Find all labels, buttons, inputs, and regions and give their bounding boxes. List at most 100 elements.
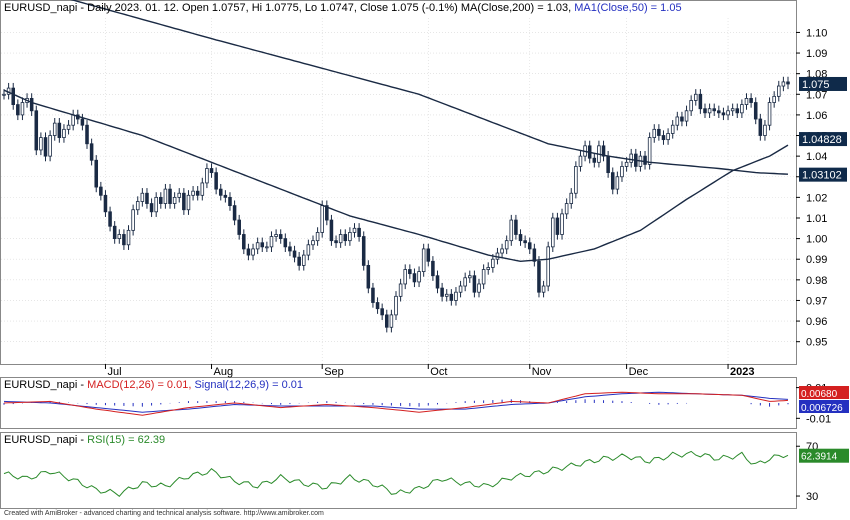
candle-up [131, 209, 135, 231]
header-period: Daily [87, 2, 112, 14]
macd-header-signal: Signal(12,26,9) = 0.01 [194, 379, 304, 391]
candle-up [172, 196, 177, 204]
candle-down [292, 250, 297, 258]
candle-up [689, 100, 693, 112]
candle-down [145, 192, 149, 204]
rsi-header-rsi: RSI(15) = 62.39 [87, 434, 166, 446]
price-tick-label: 1.07 [806, 89, 827, 101]
footer-credit: Created with AmiBroker - advanced charti… [4, 510, 324, 517]
candle-up [389, 314, 394, 328]
month-label: Nov [532, 366, 552, 378]
candle-up [744, 98, 749, 105]
candle-down [159, 196, 163, 204]
month-label: 2023 [730, 366, 754, 378]
candle-up [500, 248, 504, 254]
candle-down [223, 194, 228, 198]
candle-down [283, 238, 288, 248]
candle-up [693, 93, 698, 101]
candle-down [218, 188, 223, 196]
candle-up [615, 176, 620, 190]
candle-down [195, 190, 200, 196]
candle-up [491, 258, 495, 268]
candle-down [435, 275, 440, 289]
header-ma200: MA(Close,200) = 1.03, [460, 2, 572, 14]
candle-down [440, 287, 444, 297]
candle-up [477, 283, 481, 293]
candle-up [481, 269, 486, 285]
candle-down [749, 98, 753, 103]
candle-down [11, 87, 15, 105]
candle-up [444, 293, 449, 297]
month-label: Oct [430, 366, 447, 378]
candle-up [163, 188, 168, 204]
candle-up [767, 102, 772, 126]
candle-up [48, 135, 52, 157]
candle-down [89, 143, 94, 161]
candle-up [546, 246, 550, 287]
price-tick-label: 0.98 [806, 275, 827, 287]
candle-up [777, 85, 781, 97]
candle-down [532, 248, 537, 262]
value-labels: 1.075 1.04828 1.03102 0.00680 0.006726 62.391… [799, 76, 849, 463]
candle-up [578, 155, 583, 167]
candle-down [449, 293, 454, 301]
candle-up [274, 234, 278, 237]
candle-up [620, 166, 624, 178]
candle-up [417, 271, 421, 283]
candle-up [707, 108, 712, 114]
candle-down [703, 108, 707, 114]
month-label: Aug [214, 366, 234, 378]
macd-value-text: 0.006726 [801, 403, 843, 414]
moving-average-lines [3, 0, 789, 263]
price-tick-label: 0.95 [806, 337, 827, 349]
candle-down [99, 186, 103, 196]
candle-up [301, 254, 306, 266]
candle-down [209, 168, 214, 174]
candle-up [670, 124, 675, 134]
candle-down [214, 172, 218, 190]
macd-series [3, 391, 789, 416]
candle-up [205, 168, 209, 184]
rsi-value-text: 62.3914 [801, 452, 838, 463]
candle-down [518, 234, 523, 242]
rsi-series [3, 450, 789, 497]
candle-down [371, 287, 375, 303]
candle-up [454, 291, 458, 301]
candle-up [463, 277, 467, 287]
candle-up [177, 192, 182, 198]
candle-down [408, 269, 412, 275]
candle-up [726, 110, 730, 116]
candle-down [514, 219, 518, 235]
month-label: Jul [107, 366, 121, 378]
candle-up [403, 269, 407, 285]
candle-down [412, 273, 417, 283]
candle-down [753, 102, 758, 120]
candle-down [380, 308, 384, 316]
candle-up [52, 122, 57, 136]
candle-down [242, 234, 246, 250]
candle-down [43, 137, 48, 157]
month-label: Dec [629, 366, 649, 378]
candle-down [786, 81, 790, 85]
candle-up [740, 104, 744, 114]
candle-up [62, 128, 66, 138]
candle-up [486, 267, 491, 270]
candle-down [758, 118, 763, 136]
candle-down [431, 260, 435, 277]
candle-down [555, 217, 560, 235]
candle-down [361, 236, 366, 266]
candle-up [140, 192, 145, 202]
candle-down [34, 110, 39, 151]
price-label-box [799, 76, 847, 91]
candle-up [348, 232, 352, 242]
candle-down [721, 112, 726, 116]
rsi-tick-label: 30 [806, 491, 818, 503]
candle-down [606, 155, 610, 174]
signal-line [3, 391, 789, 413]
price-tick-label: 1.04 [806, 151, 827, 163]
rsi-panel-frame [0, 432, 797, 509]
candle-down [237, 219, 241, 235]
price-tick-label: 0.96 [806, 316, 827, 328]
candle-down [16, 104, 20, 116]
